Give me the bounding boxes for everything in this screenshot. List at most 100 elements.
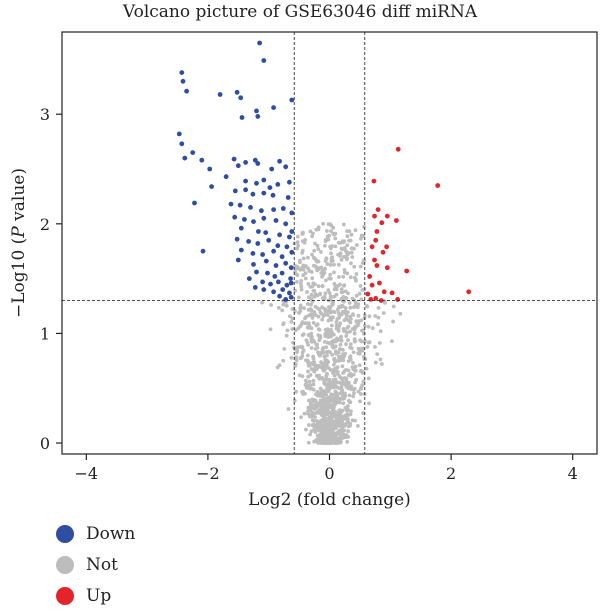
data-point-down — [287, 179, 292, 185]
data-point-not — [299, 279, 304, 283]
data-point-not — [343, 306, 348, 310]
data-point-not — [315, 322, 320, 327]
data-point-not — [347, 238, 351, 243]
data-point-down — [289, 210, 295, 216]
data-point-not — [318, 427, 323, 432]
data-point-down — [257, 40, 262, 46]
legend: Down Not Up — [56, 518, 135, 611]
data-point-not — [303, 321, 308, 326]
data-point-not — [307, 398, 311, 403]
data-point-up — [384, 213, 390, 219]
data-point-not — [343, 422, 348, 426]
data-point-not — [341, 348, 345, 352]
data-point-up — [379, 220, 385, 226]
data-point-not — [378, 357, 383, 362]
data-point-not — [360, 383, 365, 388]
data-point-not — [306, 266, 310, 271]
data-point-not — [318, 404, 322, 408]
x-tick-label: 2 — [446, 464, 456, 483]
data-point-not — [301, 256, 306, 261]
data-point-not — [336, 354, 341, 359]
data-point-down — [209, 184, 215, 190]
data-point-not — [316, 247, 321, 252]
data-point-down — [285, 195, 291, 200]
data-point-not — [305, 358, 310, 363]
data-point-not — [320, 394, 325, 398]
data-point-not — [348, 314, 352, 319]
data-point-not — [391, 319, 395, 324]
data-point-not — [341, 274, 346, 279]
data-point-not — [332, 232, 336, 237]
data-point-not — [308, 414, 312, 419]
data-point-not — [348, 384, 352, 389]
data-point-not — [324, 278, 328, 283]
data-point-not — [308, 408, 313, 413]
data-point-not — [341, 371, 345, 375]
data-point-not — [281, 358, 286, 363]
data-point-not — [354, 319, 359, 323]
data-point-not — [333, 439, 338, 444]
data-point-not — [320, 376, 325, 380]
data-point-not — [336, 326, 341, 330]
data-point-not — [354, 301, 358, 305]
data-point-not — [305, 290, 309, 294]
data-point-not — [303, 276, 308, 281]
data-point-not — [346, 413, 351, 417]
data-point-not — [306, 333, 311, 337]
data-point-not — [330, 408, 335, 413]
data-point-not — [300, 390, 304, 394]
data-point-not — [348, 329, 352, 334]
data-point-up — [389, 290, 395, 296]
data-point-not — [310, 361, 315, 366]
data-point-not — [284, 303, 289, 308]
data-point-not — [290, 316, 295, 321]
data-point-not — [286, 407, 291, 411]
data-point-down — [280, 287, 286, 292]
data-point-not — [281, 322, 285, 327]
data-point-not — [338, 342, 343, 347]
data-point-not — [352, 331, 357, 336]
data-point-not — [316, 350, 320, 355]
data-point-not — [297, 295, 301, 300]
data-point-not — [305, 325, 310, 330]
data-point-down — [265, 270, 270, 276]
data-point-not — [349, 250, 354, 255]
data-point-not — [335, 422, 339, 427]
data-point-not — [321, 314, 326, 318]
data-point-not — [305, 302, 310, 306]
data-point-not — [346, 310, 350, 315]
data-point-not — [295, 345, 300, 350]
data-point-down — [179, 70, 185, 75]
data-point-down — [234, 89, 240, 95]
data-point-up — [368, 297, 374, 302]
data-point-not — [320, 418, 325, 422]
data-point-not — [335, 400, 339, 405]
data-point-down — [234, 236, 240, 242]
data-point-not — [304, 378, 308, 383]
data-point-not — [347, 400, 352, 405]
data-point-not — [292, 346, 297, 351]
data-point-not — [295, 240, 300, 245]
data-point-down — [252, 285, 258, 290]
data-point-not — [339, 433, 344, 438]
data-point-down — [255, 114, 261, 119]
data-point-not — [332, 405, 336, 410]
data-point-up — [394, 218, 399, 223]
y-tick-label: 1 — [40, 324, 50, 343]
data-point-not — [344, 342, 348, 347]
data-point-not — [329, 229, 333, 234]
data-point-not — [333, 366, 338, 371]
data-point-not — [318, 439, 322, 443]
data-point-not — [311, 378, 316, 383]
data-point-not — [323, 377, 328, 382]
data-point-not — [295, 280, 299, 284]
data-point-not — [342, 284, 346, 288]
data-point-not — [352, 264, 357, 269]
data-point-down — [228, 201, 234, 207]
data-point-not — [300, 248, 305, 253]
data-point-down — [184, 88, 190, 94]
data-point-not — [332, 362, 336, 367]
data-point-not — [334, 351, 338, 356]
data-point-not — [295, 234, 300, 239]
data-point-not — [337, 275, 341, 279]
